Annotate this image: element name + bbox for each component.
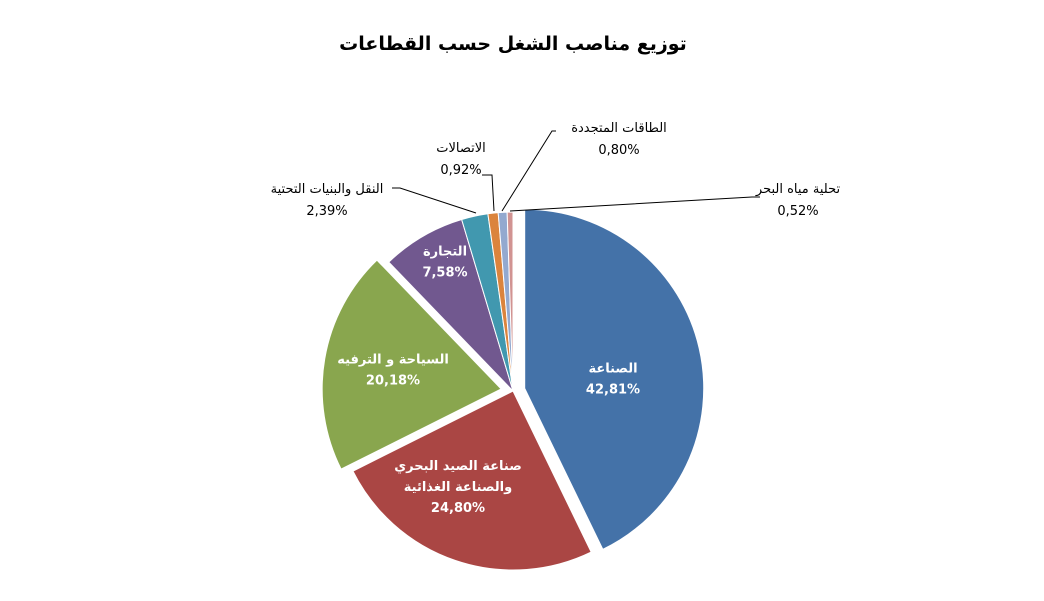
slice-7-label: الطاقات المتجددة 0,80% [571,121,667,158]
slice-1-wedge [524,208,705,551]
slice-7-leader-line [501,130,556,212]
chart-title: توزيع مناصب الشغل حسب القطاعات [339,33,687,55]
slice-4-category-label: التجارة [423,245,467,260]
slice-4-value-label: 7,58% [422,266,467,281]
slice-8-wedge [506,211,514,392]
slice-1-label: الصناعة 42,81% [586,362,640,398]
slice-7-category-label: الطاقات المتجددة [571,121,667,136]
slice-8-category-label: تحلية مياه البحر [755,182,841,197]
slice-6-label: الاتصالات 0,92% [436,141,486,178]
slice-5-category-label: النقل والبنيات التحتية [271,182,384,197]
slice-6-value-label: 0,92% [440,163,481,178]
slice-6-leader-line [482,174,495,212]
slice-1-value-label: 42,81% [586,383,640,398]
slice-1-category-label: الصناعة [588,362,637,377]
leader-lines-layer [392,130,760,214]
slice-2-value-label: 24,80% [431,501,485,516]
slice-5-label: النقل والبنيات التحتية 2,39% [271,182,384,219]
slice-4-label: التجارة 7,58% [422,245,467,281]
labels-layer: الصناعة 42,81% صناعة الصيد البحري والصناعة … [271,121,841,516]
slice-2-category-label: والصناعة الغذائية [404,480,512,495]
slice-8-label: تحلية مياه البحر 0,52% [755,182,841,219]
slice-8-leader-line [509,196,760,212]
slice-3-wedge [321,259,503,470]
slice-6-category-label: الاتصالات [436,141,486,156]
slice-2-wedge [352,390,592,571]
slice-7-value-label: 0,80% [598,143,639,158]
slice-3-category-label: السياحة و الترفيه [337,353,449,368]
slice-3-value-label: 20,18% [366,374,420,389]
slices-layer [321,208,705,571]
slice-3-label: السياحة و الترفيه 20,18% [337,353,449,389]
slice-5-leader-line [392,187,477,214]
slice-5-value-label: 2,39% [306,204,347,219]
slice-2-category-label: صناعة الصيد البحري [394,459,522,474]
slice-8-value-label: 0,52% [777,204,818,219]
slice-2-label: صناعة الصيد البحري والصناعة الغذائية 24,80… [394,459,522,516]
